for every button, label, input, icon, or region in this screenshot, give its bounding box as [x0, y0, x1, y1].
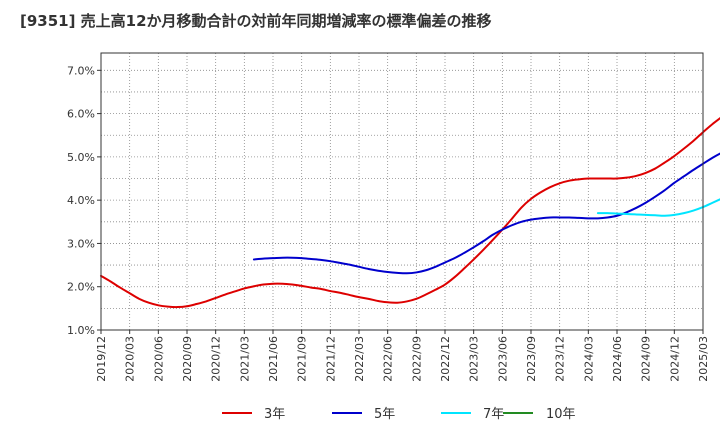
y-tick-label: 1.0% — [67, 324, 95, 337]
legend-label-1: 3年 — [264, 407, 285, 422]
y-tick-label: 4.0% — [67, 194, 95, 207]
x-tick-label: 2022/03 — [353, 336, 366, 382]
x-tick-label: 2023/06 — [496, 336, 509, 382]
plot-area — [101, 53, 703, 330]
x-tick-label: 2022/12 — [439, 336, 452, 382]
y-tick-label: 7.0% — [67, 64, 95, 77]
x-tick-label: 2025/03 — [697, 336, 710, 382]
x-tick-label: 2021/12 — [324, 336, 337, 382]
y-tick-label: 2.0% — [67, 281, 95, 294]
x-tick-label: 2021/09 — [296, 336, 309, 382]
x-tick-label: 2021/03 — [238, 336, 251, 382]
x-tick-label: 2020/06 — [152, 336, 165, 382]
series-line-2 — [252, 152, 720, 275]
legend-label-4: 10年 — [546, 407, 576, 422]
series-line-3 — [596, 198, 720, 217]
legend-label-3: 7年 — [483, 407, 504, 422]
x-tick-label: 2020/12 — [210, 336, 223, 382]
plot-frame — [100, 52, 704, 331]
plot-background — [101, 53, 703, 330]
x-tick-label: 2020/09 — [181, 336, 194, 382]
x-tick-label: 2019/12 — [95, 336, 108, 382]
y-tick-label: 6.0% — [67, 108, 95, 121]
x-tick-label: 2023/12 — [554, 336, 567, 382]
y-tick-label: 3.0% — [67, 237, 95, 250]
x-tick-label: 2024/06 — [611, 336, 624, 382]
series-line-1 — [100, 116, 720, 309]
series-lines — [100, 116, 720, 309]
x-tick-label: 2024/03 — [582, 336, 595, 382]
x-tick-label: 2024/09 — [640, 336, 653, 382]
x-tick-label: 2020/03 — [124, 336, 137, 382]
x-tick-label: 2022/06 — [382, 336, 395, 382]
x-tick-label: 2024/12 — [668, 336, 681, 382]
grid — [100, 53, 704, 331]
chart-title: [9351] 売上高12か月移動合計の対前年同期増減率の標準偏差の推移 — [20, 12, 492, 30]
legend-label-2: 5年 — [374, 407, 395, 422]
x-tick-label: 2022/09 — [410, 336, 423, 382]
axes: 1.0% 2.0% 3.0% 4.0% 5.0% 6.0% 7.0% 2019/12 2020/… — [67, 52, 710, 382]
x-tick-label: 2023/03 — [468, 336, 481, 382]
y-tick-label: 5.0% — [67, 151, 95, 164]
x-tick-label: 2021/06 — [267, 336, 280, 382]
legend: 3年 5年 7年 10年 — [222, 407, 576, 422]
x-tick-label: 2023/09 — [525, 336, 538, 382]
